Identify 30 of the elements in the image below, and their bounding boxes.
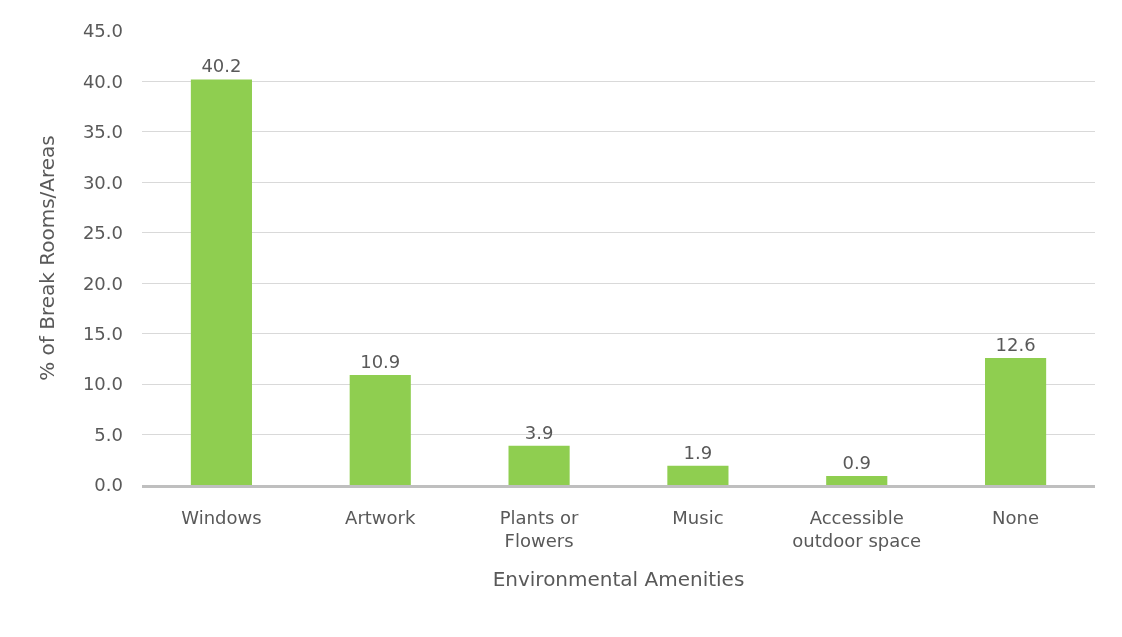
data-label: 1.9 <box>683 441 713 463</box>
y-tick-label: 10.0 <box>82 373 123 395</box>
y-tick-label: 45.0 <box>82 20 123 42</box>
data-label: 0.9 <box>842 451 872 473</box>
x-tick-label: Accessible outdoor space <box>792 506 922 551</box>
data-label: 12.6 <box>995 333 1036 355</box>
bar <box>508 445 570 485</box>
y-tick-label: 25.0 <box>82 222 123 244</box>
x-tick-label: None <box>992 506 1040 528</box>
bar <box>985 357 1047 485</box>
data-label: 40.2 <box>201 55 242 77</box>
bar <box>667 465 729 485</box>
y-tick-label: 20.0 <box>82 272 123 294</box>
y-tick-label: 5.0 <box>94 423 123 445</box>
x-tick-label: Music <box>672 506 724 528</box>
bar <box>349 375 411 485</box>
y-tick-label: 35.0 <box>82 121 123 143</box>
y-tick-label: 15.0 <box>82 322 123 344</box>
bar <box>190 79 252 485</box>
data-label: 3.9 <box>524 421 554 443</box>
x-tick-label: Windows <box>181 506 262 528</box>
y-axis-title: % of Break Rooms/Areas <box>35 135 60 381</box>
data-label: 10.9 <box>360 351 401 373</box>
x-tick-label: Plants or Flowers <box>499 506 580 551</box>
y-tick-label: 30.0 <box>82 171 123 193</box>
bar <box>826 475 888 485</box>
x-axis-title: Environmental Amenities <box>492 566 745 591</box>
y-tick-label: 40.0 <box>82 70 123 92</box>
x-tick-label: Artwork <box>345 506 416 528</box>
y-tick-label: 0.0 <box>94 474 123 496</box>
